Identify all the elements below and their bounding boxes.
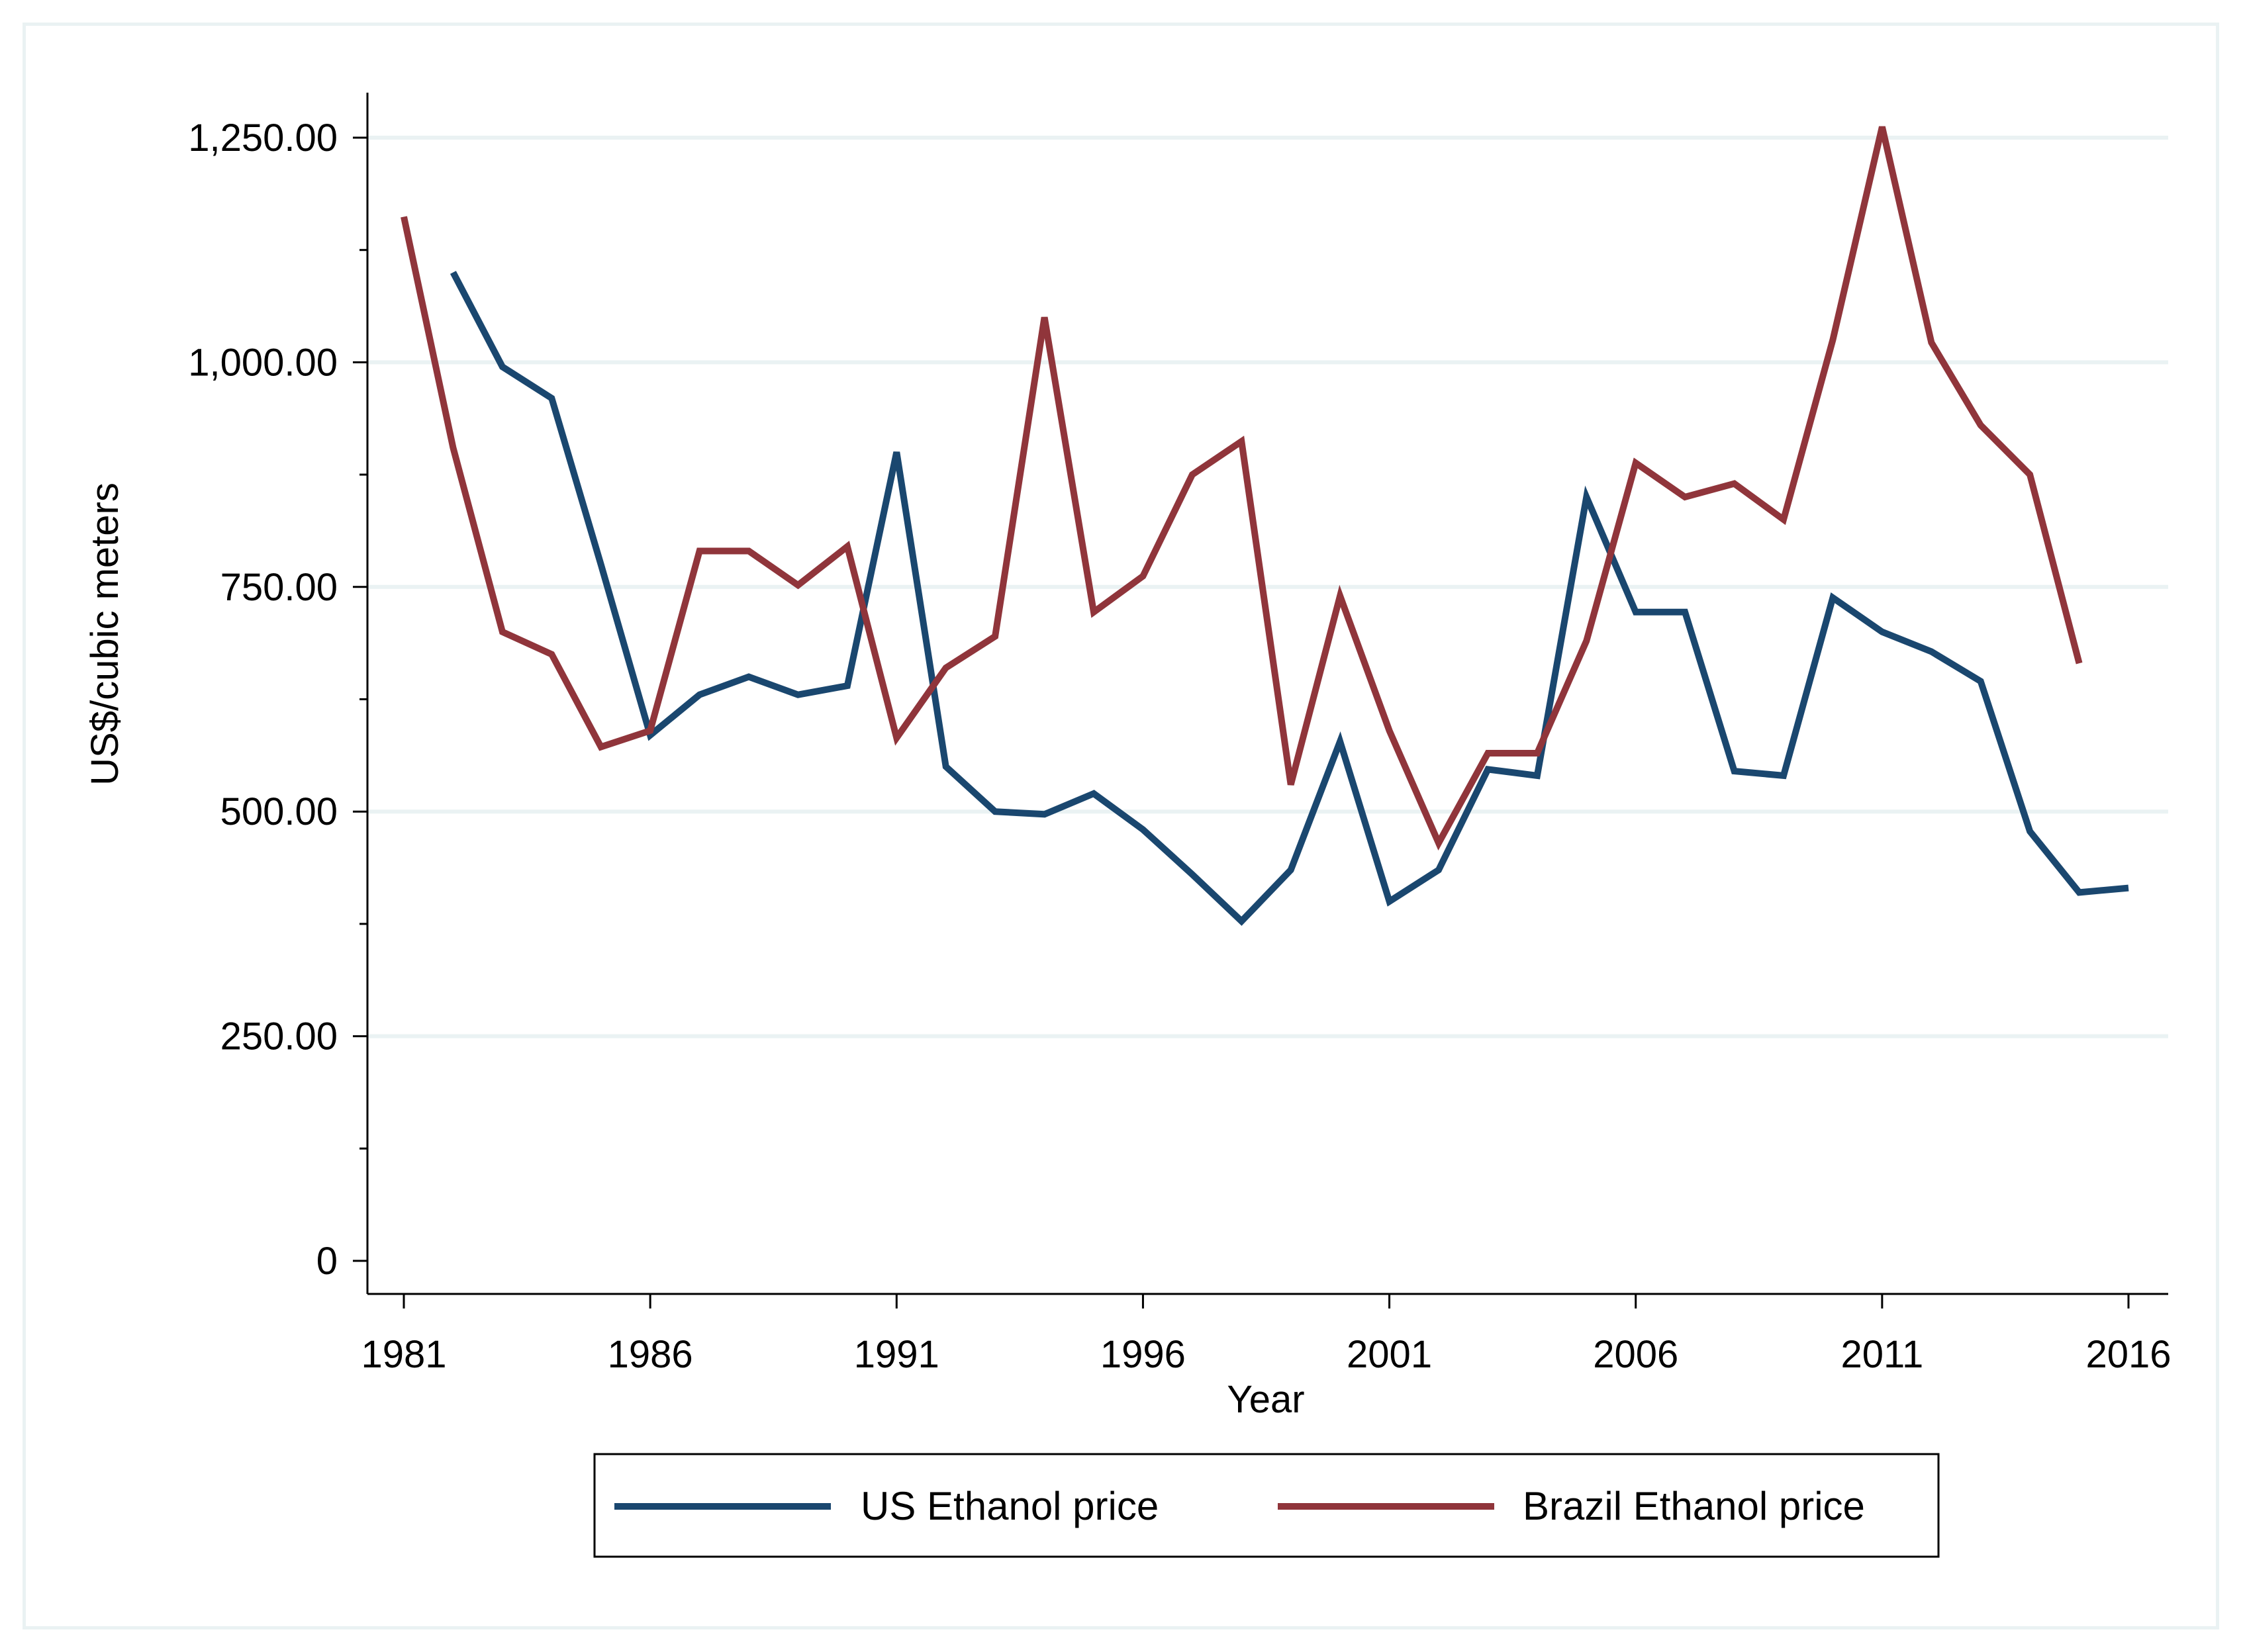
legend: US Ethanol price Brazil Ethanol price xyxy=(593,1453,1940,1558)
x-tick-label: 1986 xyxy=(608,1333,693,1376)
legend-label-brazil: Brazil Ethanol price xyxy=(1523,1484,1865,1528)
x-axis-title: Year xyxy=(1227,1378,1304,1421)
y-axis-title: US$/cubic meters xyxy=(83,482,126,786)
x-tick-label: 2016 xyxy=(2085,1333,2171,1376)
x-tick-label: 2011 xyxy=(1840,1333,1923,1376)
x-axis-ticks: 1981 1986 1991 1996 2001 2006 2011 2016 xyxy=(361,1294,2172,1376)
chart-frame xyxy=(23,23,2219,1629)
y-axis-ticks: 0 250.00 500.00 750.00 1,000.00 1,250.00 xyxy=(188,116,367,1283)
y-tick-label: 500.00 xyxy=(220,790,338,833)
x-tick-label: 1996 xyxy=(1100,1333,1186,1376)
series-line-brazil xyxy=(401,126,2083,851)
y-tick-label: 0 xyxy=(316,1240,338,1283)
series-lines xyxy=(401,126,2129,926)
x-tick-label: 2006 xyxy=(1593,1333,1678,1376)
gridlines xyxy=(367,136,2168,1038)
x-tick-label: 2001 xyxy=(1347,1333,1432,1376)
x-tick-label: 1981 xyxy=(361,1333,446,1376)
x-tick-label: 1991 xyxy=(854,1333,939,1376)
y-tick-label: 1,250.00 xyxy=(188,116,338,160)
y-tick-label: 250.00 xyxy=(220,1015,338,1058)
y-tick-label: 750.00 xyxy=(220,566,338,609)
legend-label-us: US Ethanol price xyxy=(861,1484,1159,1528)
axes xyxy=(366,93,2168,1295)
y-tick-label: 1,000.00 xyxy=(188,341,338,384)
series-line-us xyxy=(450,271,2129,926)
